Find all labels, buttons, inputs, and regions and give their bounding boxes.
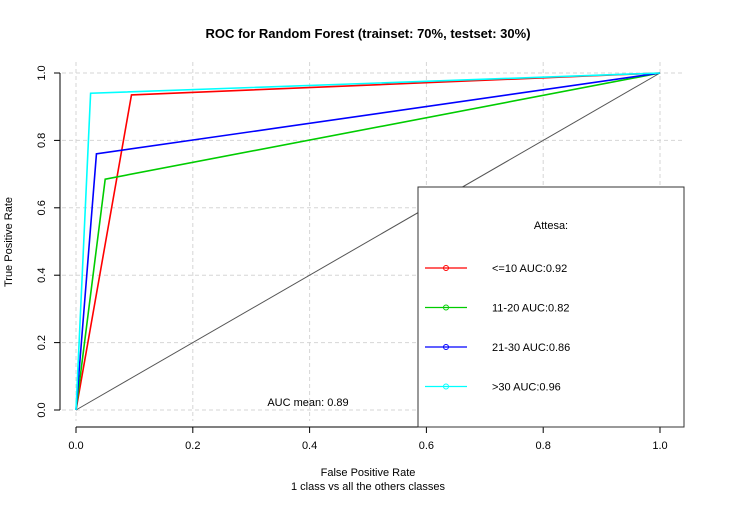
x-tick-label: 0.4 [302,440,317,452]
y-tick-label: 1.0 [36,65,48,80]
y-tick-label: 0.8 [36,133,48,148]
roc-curve-2 [75,72,661,411]
legend-swatch-marker [443,304,449,311]
x-axis-label: False Positive Rate [321,467,416,479]
legend-label: <=10 AUC:0.92 [492,263,567,275]
axes: 0.0 0.2 0.4 0.6 0.8 1.0 0.0 0.2 0.4 0.6 0.8 1.0 [36,65,668,452]
y-tick-label: 0.0 [36,402,48,417]
x-tick-label: 0.0 [68,440,83,452]
legend-swatch-marker [443,265,449,271]
legend-swatch-marker [443,344,449,350]
auc-mean-annotation: AUC mean: 0.89 [267,397,348,409]
legend-label: >30 AUC:0.96 [492,382,561,394]
roc-curve-1 [75,72,661,411]
x-tick-label: 0.2 [185,440,200,452]
y-axis-label: True Positive Rate [3,197,15,287]
x-tick-label: 0.6 [419,440,434,452]
y-tick-label: 0.2 [36,335,48,350]
legend-title: Attesa: [534,220,568,232]
y-tick-label: 0.4 [36,268,48,283]
series-layer [75,72,661,411]
x-axis-sublabel: 1 class vs all the others classes [291,481,446,493]
legend-label: 11-20 AUC:0.82 [492,303,569,315]
x-tick-label: 0.8 [536,440,551,452]
chart-title: ROC for Random Forest (trainset: 70%, te… [205,26,530,41]
legend-label: 21-30 AUC:0.86 [492,342,570,354]
x-tick-label: 1.0 [652,440,667,452]
legend: Attesa: <=10 AUC:0.92 11-20 AUC:0.82 21-30… [417,186,685,428]
y-tick-label: 0.6 [36,200,48,215]
legend-swatch-marker [443,383,449,390]
diagonal-reference-line [75,72,661,411]
grid-lines [55,62,684,421]
roc-curve-4 [75,72,661,411]
roc-curve-3 [75,72,661,411]
